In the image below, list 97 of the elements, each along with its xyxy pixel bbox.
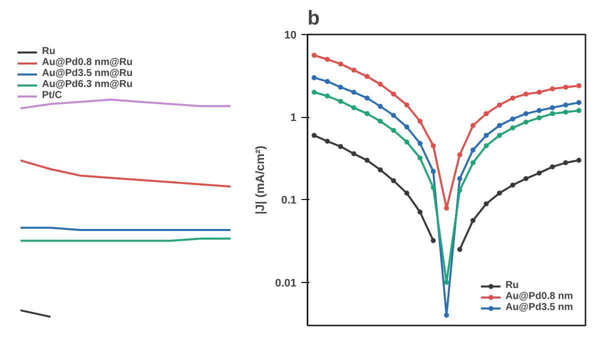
point (351, 68, 356, 73)
point (470, 123, 476, 128)
point (470, 147, 476, 152)
point (312, 75, 317, 80)
point (536, 108, 542, 114)
point (563, 84, 568, 90)
legend-label: Pt/C (42, 90, 62, 101)
point (430, 168, 436, 174)
point (536, 90, 542, 95)
point (523, 111, 528, 116)
point (444, 280, 449, 285)
point (457, 152, 462, 158)
point (510, 125, 516, 130)
point (351, 151, 356, 156)
point (536, 115, 542, 120)
point (576, 100, 582, 106)
point (338, 61, 344, 66)
point (378, 118, 383, 124)
legend-label: Au@Pd6.3 nm@Ru (42, 79, 133, 90)
point (496, 132, 502, 138)
y-axis-title: |J| (mA/cm²) (253, 146, 268, 214)
y-tick-label: 0.01 (275, 277, 297, 290)
point (536, 170, 542, 176)
y-tick-label: 10 (284, 30, 297, 42)
point (470, 160, 476, 166)
point (404, 102, 410, 108)
point (563, 102, 568, 108)
point (312, 90, 317, 95)
point (418, 118, 423, 124)
point (312, 52, 317, 58)
point (418, 155, 423, 160)
point (312, 132, 317, 138)
point (484, 111, 489, 116)
point (338, 84, 344, 90)
point (523, 92, 528, 97)
legend-label: Au@Pd0.8 nm (505, 291, 573, 302)
point (430, 143, 436, 148)
point (523, 176, 528, 182)
point (484, 132, 489, 138)
point (404, 139, 410, 144)
point (364, 74, 370, 80)
point (496, 102, 502, 108)
point (496, 123, 502, 128)
point (391, 92, 396, 97)
point (404, 124, 410, 130)
point (391, 112, 396, 118)
point (391, 128, 396, 133)
point (418, 140, 423, 146)
point (484, 143, 489, 148)
y-tick-label: 0.1 (281, 194, 297, 207)
point (351, 90, 356, 95)
point (404, 190, 410, 196)
y-tick-label: 1 (290, 112, 297, 124)
point (576, 158, 582, 163)
point (324, 94, 330, 99)
point (430, 185, 436, 190)
point (457, 188, 462, 193)
point (364, 111, 370, 116)
point (338, 144, 344, 150)
point (444, 206, 449, 211)
point (523, 120, 528, 125)
point (550, 111, 555, 116)
point (457, 246, 462, 252)
point (444, 312, 449, 318)
legend-label: Au@Pd3.5 nm (505, 302, 573, 313)
point (338, 98, 344, 104)
point (576, 83, 582, 88)
point (324, 78, 330, 84)
point (550, 105, 555, 110)
point (563, 160, 568, 166)
point (351, 105, 356, 110)
point (324, 56, 330, 62)
point (550, 86, 555, 92)
point (550, 164, 555, 170)
legend-label: Au@Pd3.5 nm@Ru (42, 68, 133, 79)
point (576, 108, 582, 114)
point (563, 110, 568, 115)
point (510, 96, 516, 101)
point (364, 96, 370, 101)
point (378, 82, 383, 87)
legend-label: Au@Pd0.8 nm@Ru (42, 57, 133, 68)
point (470, 218, 476, 223)
point (364, 158, 370, 163)
point (430, 238, 436, 244)
point (391, 178, 396, 184)
point (484, 201, 489, 206)
point (496, 190, 502, 196)
point (510, 116, 516, 122)
legend-label: Ru (42, 46, 56, 57)
point (378, 104, 383, 109)
point (324, 138, 330, 144)
point (457, 176, 462, 182)
point (510, 182, 516, 188)
legend-label: Ru (505, 280, 520, 291)
chart-title: b (308, 8, 320, 30)
point (378, 167, 383, 172)
point (418, 209, 423, 214)
